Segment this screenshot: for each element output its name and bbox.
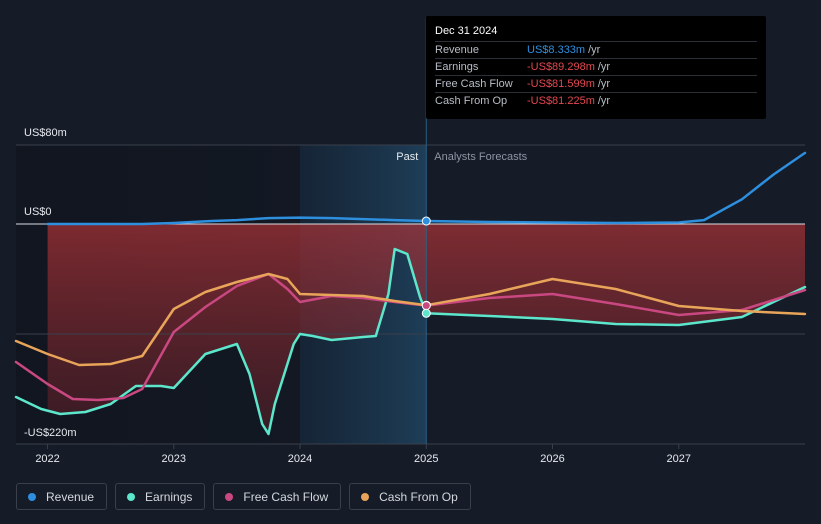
- tooltip-unit: /yr: [597, 61, 611, 73]
- tooltip-unit: /yr: [597, 95, 611, 107]
- legend-item-earnings[interactable]: Earnings: [115, 483, 206, 510]
- marker-earnings: [421, 308, 431, 318]
- series-line-cash-from-op: [14, 272, 807, 367]
- past-label: Past: [396, 151, 418, 163]
- y-axis-label: US$0: [24, 206, 52, 218]
- tooltip-row-earnings: Earnings -US$89.298m/yr: [435, 58, 757, 76]
- x-tick-label: 2027: [667, 453, 691, 465]
- legend-label: Free Cash Flow: [243, 489, 329, 504]
- tooltip-value: -US$81.599m: [527, 78, 595, 90]
- series-line-earnings: [14, 247, 807, 436]
- legend-label: Cash From Op: [379, 489, 458, 504]
- legend-item-revenue[interactable]: Revenue: [16, 483, 108, 510]
- earnings-dot-icon: [127, 492, 136, 501]
- negative-area: [47, 224, 806, 434]
- legend: Revenue Earnings Free Cash Flow Cash Fro…: [16, 483, 471, 510]
- tooltip-row-revenue: Revenue US$8.333m/yr: [435, 41, 757, 59]
- tooltip-value: -US$81.225m: [527, 95, 595, 107]
- x-tick-label: 2026: [540, 453, 564, 465]
- marker-revenue: [421, 216, 431, 226]
- tooltip-value: -US$89.298m: [527, 61, 595, 73]
- forecast-label: Analysts Forecasts: [434, 151, 527, 163]
- tooltip: Dec 31 2024 Revenue US$8.333m/yr Earning…: [426, 16, 766, 119]
- legend-item-cash-from-op[interactable]: Cash From Op: [349, 483, 471, 510]
- y-axis-label: -US$220m: [24, 427, 77, 439]
- tooltip-row-cash-from-op: Cash From Op -US$81.225m/yr: [435, 92, 757, 110]
- legend-item-free-cash-flow[interactable]: Free Cash Flow: [213, 483, 342, 510]
- tooltip-row-free-cash-flow: Free Cash Flow -US$81.599m/yr: [435, 75, 757, 93]
- tooltip-label: Revenue: [435, 44, 480, 56]
- tooltip-label: Free Cash Flow: [435, 78, 513, 90]
- free-cash-flow-dot-icon: [225, 492, 234, 501]
- revenue-dot-icon: [28, 492, 36, 501]
- x-tick-label: 2022: [35, 453, 59, 465]
- tooltip-unit: /yr: [588, 44, 601, 56]
- x-tick-label: 2024: [288, 453, 312, 465]
- tooltip-unit: /yr: [597, 78, 611, 90]
- x-tick-label: 2025: [414, 453, 438, 465]
- marker-free-cash-flow: [421, 301, 431, 311]
- legend-label: Earnings: [145, 489, 193, 504]
- series-line-free-cash-flow: [14, 272, 807, 402]
- x-tick-label: 2023: [162, 453, 186, 465]
- legend-label: Revenue: [46, 489, 95, 504]
- series-line-revenue: [46, 151, 807, 226]
- tooltip-date: Dec 31 2024: [435, 25, 498, 37]
- tooltip-label: Earnings: [435, 61, 479, 73]
- tooltip-value: US$8.333m: [527, 44, 586, 56]
- y-axis-label: US$80m: [24, 127, 67, 139]
- cash-from-op-dot-icon: [361, 492, 370, 501]
- tooltip-label: Cash From Op: [435, 95, 508, 107]
